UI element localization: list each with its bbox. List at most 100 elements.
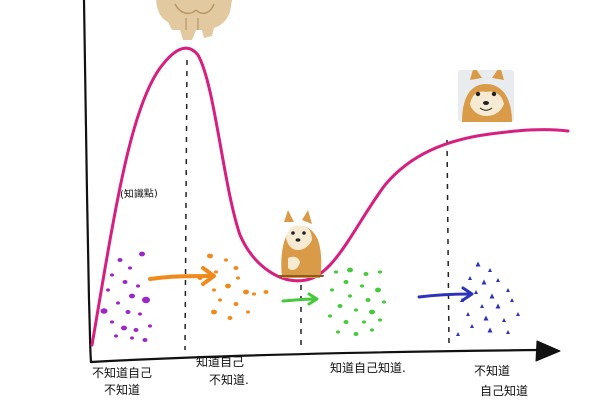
dot xyxy=(211,309,217,315)
dot xyxy=(353,332,359,336)
arrow-to-stage-3 xyxy=(281,292,319,306)
stage-3-label-line-1: 知道自己知道. xyxy=(330,361,406,375)
dot xyxy=(214,270,218,274)
x-axis xyxy=(89,348,542,364)
dot xyxy=(121,325,127,331)
dot xyxy=(263,290,269,294)
sad-cheems-icon xyxy=(278,210,324,278)
dot xyxy=(148,324,152,328)
dots-unconscious-incompetence xyxy=(100,251,152,342)
dot xyxy=(207,253,213,259)
dot xyxy=(106,288,110,292)
dot xyxy=(496,278,500,282)
dot xyxy=(347,267,353,273)
dot xyxy=(489,293,495,299)
dot xyxy=(138,312,142,316)
dot xyxy=(110,273,114,277)
dot xyxy=(360,284,364,288)
dot xyxy=(378,318,382,322)
dot xyxy=(236,276,240,280)
dot xyxy=(480,304,484,308)
stage-4-label-line-2: 自己知道 xyxy=(480,384,528,398)
dot xyxy=(114,334,118,338)
dot xyxy=(233,302,239,306)
stage-2-label-line-1: 知道自己 xyxy=(196,355,244,369)
dot xyxy=(362,320,366,324)
dot xyxy=(328,314,332,318)
guide-lines xyxy=(184,59,450,351)
dot xyxy=(481,279,487,285)
dot xyxy=(354,308,358,312)
dot xyxy=(334,270,338,274)
dot xyxy=(365,298,371,302)
dot xyxy=(502,318,506,322)
dots-conscious-incompetence xyxy=(197,253,269,320)
axes xyxy=(82,0,561,364)
dot xyxy=(233,266,239,270)
dot xyxy=(488,268,492,272)
dot xyxy=(142,296,150,304)
dot xyxy=(218,298,222,302)
dot xyxy=(227,316,233,320)
dot xyxy=(375,287,381,293)
dot xyxy=(122,280,128,284)
dot xyxy=(369,309,375,315)
stage-2-label-line-2: 不知道. xyxy=(209,373,249,387)
dot xyxy=(252,292,256,296)
dot xyxy=(363,272,369,276)
dot xyxy=(243,289,249,295)
confidence-curve xyxy=(90,46,570,347)
dot xyxy=(466,312,470,316)
dot xyxy=(336,330,340,334)
dot xyxy=(224,258,228,262)
dot xyxy=(116,301,120,305)
dot xyxy=(475,261,481,267)
peak-annotation: (知識點) xyxy=(120,186,158,200)
dot xyxy=(100,308,108,314)
x-axis-arrowhead xyxy=(535,340,561,362)
dot xyxy=(487,327,493,333)
dots-conscious-competence xyxy=(328,267,386,336)
dot xyxy=(212,288,216,292)
dot xyxy=(246,310,250,314)
dot xyxy=(128,266,132,270)
dot xyxy=(468,276,472,280)
guide-line-peak xyxy=(184,59,188,351)
arrow-to-stage-4 xyxy=(417,286,474,302)
stage-labels: 不知道自己 不知道 知道自己 不知道. 知道自己知道. 不知道 自己知道 xyxy=(92,355,528,398)
dot xyxy=(110,320,114,324)
dot xyxy=(382,300,386,304)
stage-1-label-line-2: 不知道 xyxy=(104,383,140,397)
dot xyxy=(343,280,349,284)
dot xyxy=(343,320,349,324)
dot xyxy=(474,290,478,294)
dot xyxy=(456,332,460,336)
dot xyxy=(225,283,231,289)
guide-line-plateau xyxy=(446,139,450,347)
dot xyxy=(506,330,510,334)
muscular-doge-icon xyxy=(156,0,232,40)
dot xyxy=(136,284,140,288)
dot xyxy=(470,324,474,328)
dot xyxy=(130,336,134,340)
arrow-to-stage-2 xyxy=(148,266,216,286)
dot xyxy=(139,251,145,257)
dot xyxy=(117,258,123,262)
dot xyxy=(129,293,135,299)
dot xyxy=(506,288,510,292)
dot xyxy=(495,303,501,309)
dot xyxy=(378,270,382,274)
y-axis xyxy=(82,0,93,364)
stage-1-label-line-1: 不知道自己 xyxy=(92,366,152,380)
stage-4-label-line-1: 不知道 xyxy=(474,364,510,378)
doge-icon xyxy=(458,70,514,122)
dot xyxy=(133,328,139,332)
dot xyxy=(348,294,352,298)
dot xyxy=(510,298,514,302)
dot xyxy=(125,310,131,314)
dot xyxy=(516,312,520,316)
dot xyxy=(330,288,334,292)
dots-unconscious-competence xyxy=(456,261,520,336)
